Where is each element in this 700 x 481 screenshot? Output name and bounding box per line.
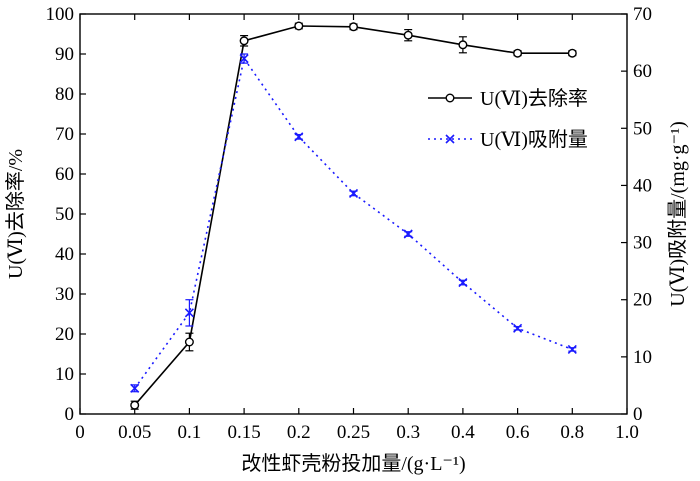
data-point — [567, 344, 577, 354]
y-left-tick-label: 50 — [55, 204, 74, 225]
data-point — [239, 54, 249, 64]
legend-marker — [445, 93, 455, 103]
y-right-axis-title: U(Ⅵ)吸附量/(mg·g⁻¹) — [666, 121, 689, 307]
y-right-tick-label: 60 — [633, 61, 652, 82]
y-left-tick-label: 80 — [55, 84, 74, 105]
data-point — [348, 188, 359, 198]
y-left-tick-label: 0 — [65, 404, 75, 425]
data-point — [567, 48, 577, 58]
data-point — [294, 132, 304, 142]
data-point — [349, 22, 359, 32]
y-right-tick-label: 50 — [633, 118, 652, 139]
legend-item-2: U(Ⅵ)吸附量 — [428, 128, 588, 151]
data-point — [513, 48, 523, 58]
y-left-tick-label: 100 — [46, 4, 75, 25]
data-point — [513, 323, 523, 333]
y-left-tick-label: 10 — [55, 364, 74, 385]
legend-label: U(Ⅵ)吸附量 — [480, 128, 588, 151]
y-left-tick-label: 40 — [55, 244, 74, 265]
axes-layer: 0 0.05 0.1 0.15 0.2 0.25 0.3 0.4 0.6 0.8 1.0010203… — [46, 4, 653, 443]
x-tick-label: 0.3 — [396, 422, 420, 443]
data-point — [184, 337, 194, 347]
x-tick-label: 0 — [75, 422, 85, 443]
data-point — [130, 383, 140, 393]
y-left-tick-label: 30 — [55, 284, 74, 305]
y-left-axis-title: U(Ⅵ)去除率/% — [4, 149, 27, 279]
x-tick-label: 0.05 — [118, 422, 151, 443]
y-right-tick-label: 0 — [633, 404, 643, 425]
data-point — [403, 229, 413, 239]
data-point — [458, 278, 468, 288]
y-left-tick-label: 90 — [55, 44, 74, 65]
y-right-tick-label: 10 — [633, 347, 652, 368]
y-right-tick-label: 70 — [633, 4, 652, 25]
y-right-tick-label: 20 — [633, 290, 652, 311]
series-line — [134, 25, 573, 406]
data-point — [184, 308, 194, 318]
legend-item-1: U(Ⅵ)去除率 — [428, 87, 588, 110]
data-point — [130, 400, 140, 410]
x-axis-title: 改性虾壳粉投加量/(g·L⁻¹) — [241, 452, 465, 475]
legend-label: U(Ⅵ)去除率 — [480, 87, 588, 110]
series-1 — [130, 21, 577, 410]
x-tick-label: 0.25 — [337, 422, 370, 443]
x-tick-label: 0.2 — [287, 422, 311, 443]
y-right-tick-label: 40 — [633, 175, 652, 196]
x-tick-label: 0.8 — [560, 422, 584, 443]
legend-marker — [445, 134, 455, 144]
y-left-tick-label: 60 — [55, 164, 74, 185]
x-tick-label: 0.6 — [506, 422, 530, 443]
x-tick-label: 0.15 — [227, 422, 260, 443]
plot-frame — [79, 13, 628, 415]
y-left-tick-label: 70 — [55, 124, 74, 145]
data-point — [294, 21, 304, 31]
series-2 — [130, 53, 577, 393]
data-point — [458, 40, 468, 50]
legend-layer: U(Ⅵ)去除率 U(Ⅵ)吸附量 — [428, 87, 588, 151]
y-left-tick-label: 20 — [55, 324, 74, 345]
y-right-tick-label: 30 — [633, 233, 652, 254]
series-layer — [130, 21, 577, 410]
x-tick-label: 1.0 — [615, 422, 639, 443]
data-point — [403, 30, 413, 40]
x-tick-label: 0.4 — [451, 422, 475, 443]
x-tick-label: 0.1 — [178, 422, 202, 443]
data-point — [239, 36, 249, 46]
